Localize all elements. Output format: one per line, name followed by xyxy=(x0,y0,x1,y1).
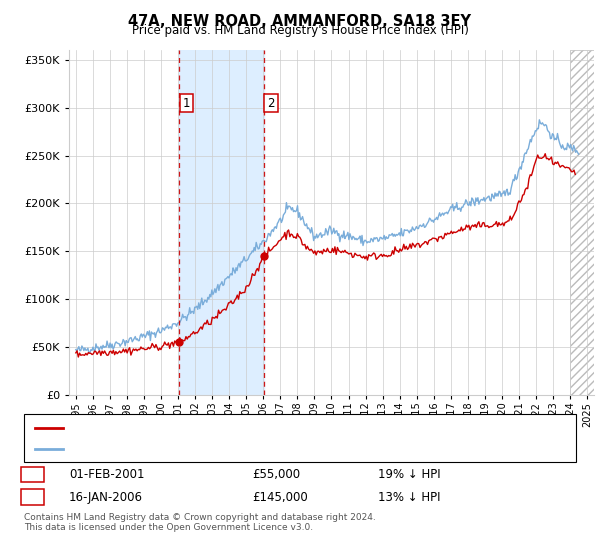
Text: £145,000: £145,000 xyxy=(252,491,308,504)
Text: 01-FEB-2001: 01-FEB-2001 xyxy=(69,468,145,482)
Text: This data is licensed under the Open Government Licence v3.0.: This data is licensed under the Open Gov… xyxy=(24,523,313,532)
Bar xyxy=(570,50,594,395)
Text: 1: 1 xyxy=(183,96,190,110)
Text: 16-JAN-2006: 16-JAN-2006 xyxy=(69,491,143,504)
Text: 19% ↓ HPI: 19% ↓ HPI xyxy=(378,468,440,482)
Text: £55,000: £55,000 xyxy=(252,468,300,482)
Text: Contains HM Land Registry data © Crown copyright and database right 2024.: Contains HM Land Registry data © Crown c… xyxy=(24,513,376,522)
Text: HPI: Average price, detached house, Carmarthenshire: HPI: Average price, detached house, Carm… xyxy=(67,444,361,454)
Text: 1: 1 xyxy=(29,468,36,482)
Bar xyxy=(179,50,264,395)
Text: Price paid vs. HM Land Registry's House Price Index (HPI): Price paid vs. HM Land Registry's House … xyxy=(131,24,469,37)
Text: 47A, NEW ROAD, AMMANFORD, SA18 3EY (detached house): 47A, NEW ROAD, AMMANFORD, SA18 3EY (deta… xyxy=(67,423,395,433)
Text: 2: 2 xyxy=(29,491,36,504)
Text: 2: 2 xyxy=(268,96,275,110)
Text: 47A, NEW ROAD, AMMANFORD, SA18 3EY: 47A, NEW ROAD, AMMANFORD, SA18 3EY xyxy=(128,14,472,29)
Text: 13% ↓ HPI: 13% ↓ HPI xyxy=(378,491,440,504)
